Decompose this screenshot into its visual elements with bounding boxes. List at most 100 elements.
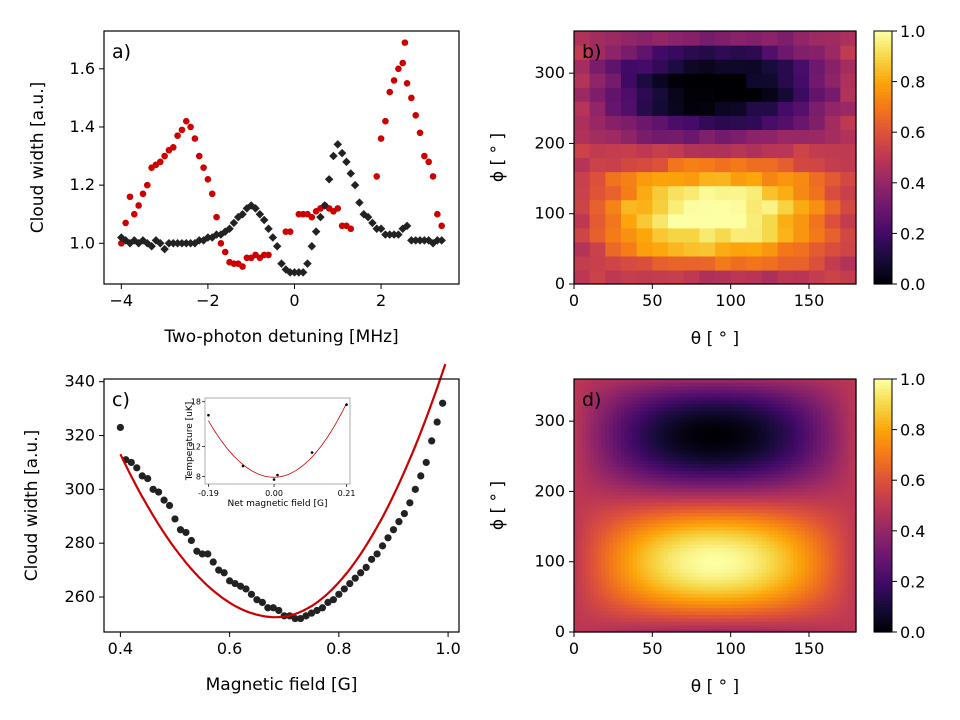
heatmap-cell	[683, 466, 689, 471]
heatmap-cell	[715, 414, 720, 419]
heatmap-cell	[699, 227, 716, 243]
heatmap-cell	[699, 386, 704, 391]
heatmap-cell	[734, 498, 740, 503]
heatmap-cell	[734, 561, 740, 566]
heatmap-cell	[754, 389, 759, 394]
heatmap-cell	[765, 600, 771, 605]
heatmap-cell	[769, 568, 775, 573]
heatmap-cell	[585, 575, 591, 580]
heatmap-cell	[722, 614, 728, 619]
heatmap-cell	[781, 470, 787, 475]
heatmap-cell	[621, 628, 626, 633]
heatmap-cell	[762, 484, 767, 489]
heatmap-cell	[769, 530, 775, 535]
heatmap-cell	[758, 533, 763, 538]
heatmap-cell	[601, 491, 606, 496]
heatmap-cell	[632, 452, 638, 457]
heatmap-cell	[644, 512, 650, 517]
heatmap-cell	[660, 459, 665, 464]
heatmap-cell	[574, 614, 579, 619]
heatmap-cell	[581, 505, 587, 510]
heatmap-cell	[773, 445, 779, 450]
heatmap-cell	[621, 435, 626, 440]
heatmap-cell	[632, 624, 638, 630]
heatmap-cell	[734, 410, 740, 415]
heatmap-cell	[664, 431, 669, 436]
data-point-black	[272, 241, 282, 251]
heatmap-cell	[581, 593, 587, 598]
heatmap-cell	[762, 582, 767, 587]
heatmap-cell	[652, 269, 669, 285]
heatmap-cell	[636, 547, 642, 552]
heatmap-cell	[609, 533, 614, 538]
heatmap-cell	[695, 498, 700, 503]
heatmap-cell	[746, 621, 751, 626]
heatmap-cell	[762, 610, 767, 616]
heatmap-cell	[734, 501, 740, 507]
heatmap-cell	[777, 505, 783, 510]
heatmap-cell	[640, 491, 646, 496]
heatmap-cell	[605, 523, 610, 528]
heatmap-cell	[621, 519, 626, 524]
heatmap-cell	[621, 185, 638, 201]
heatmap-cell	[601, 519, 606, 524]
heatmap-cell	[597, 596, 603, 601]
heatmap-cell	[671, 575, 677, 580]
heatmap-cell	[711, 393, 716, 398]
heatmap-cell	[699, 407, 704, 412]
heatmap-cell	[577, 487, 583, 493]
heatmap-cell	[703, 403, 708, 408]
heatmap-cell	[758, 603, 763, 609]
heatmap-cell	[726, 428, 732, 433]
heatmap-cell	[691, 445, 697, 450]
heatmap-cell	[754, 561, 759, 566]
heatmap-cell	[624, 407, 630, 412]
heatmap-cell	[609, 491, 614, 496]
heatmap-cell	[656, 526, 661, 531]
heatmap-cell	[683, 494, 689, 500]
heatmap-cell	[664, 407, 669, 412]
heatmap-cell	[730, 459, 736, 464]
heatmap-cell	[722, 603, 728, 609]
heatmap-cell	[809, 558, 814, 563]
heatmap-cell	[781, 431, 787, 436]
heatmap-cell	[789, 586, 794, 591]
heatmap-cell	[628, 400, 634, 405]
heatmap-cell	[589, 456, 595, 461]
heatmap-cell	[605, 129, 622, 145]
heatmap-cell	[801, 624, 806, 630]
heatmap-cell	[636, 596, 642, 601]
heatmap-cell	[577, 582, 583, 587]
heatmap-cell	[585, 477, 591, 482]
heatmap-cell	[691, 498, 697, 503]
data-point-black	[225, 224, 234, 233]
heatmap-cell	[675, 501, 681, 507]
heatmap-cell	[722, 582, 728, 587]
heatmap-cell	[695, 596, 700, 601]
heatmap-cell	[621, 565, 626, 570]
heatmap-cell	[601, 424, 606, 429]
data-point-red	[286, 228, 294, 235]
heatmap-cell	[805, 407, 810, 412]
heatmap-cell	[769, 603, 775, 609]
heatmap-cell	[624, 410, 630, 415]
heatmap-cell	[715, 400, 720, 405]
heatmap-cell	[589, 617, 595, 623]
heatmap-cell	[621, 389, 626, 394]
heatmap-cell	[742, 463, 747, 468]
heatmap-cell	[617, 621, 622, 626]
heatmap-cell	[718, 621, 724, 626]
heatmap-cell	[730, 621, 736, 626]
heatmap-cell	[718, 624, 724, 630]
heatmap-cell	[742, 589, 747, 594]
heatmap-cell	[793, 621, 798, 626]
heatmap-cell	[765, 456, 771, 461]
heatmap-cell	[624, 403, 630, 408]
heatmap-cell	[636, 561, 642, 566]
heatmap-cell	[609, 386, 614, 391]
heatmap-cell	[656, 523, 661, 528]
heatmap-cell	[648, 463, 653, 468]
heatmap-cell	[577, 417, 583, 422]
heatmap-cell	[805, 565, 810, 570]
heatmap-cell	[644, 396, 650, 401]
